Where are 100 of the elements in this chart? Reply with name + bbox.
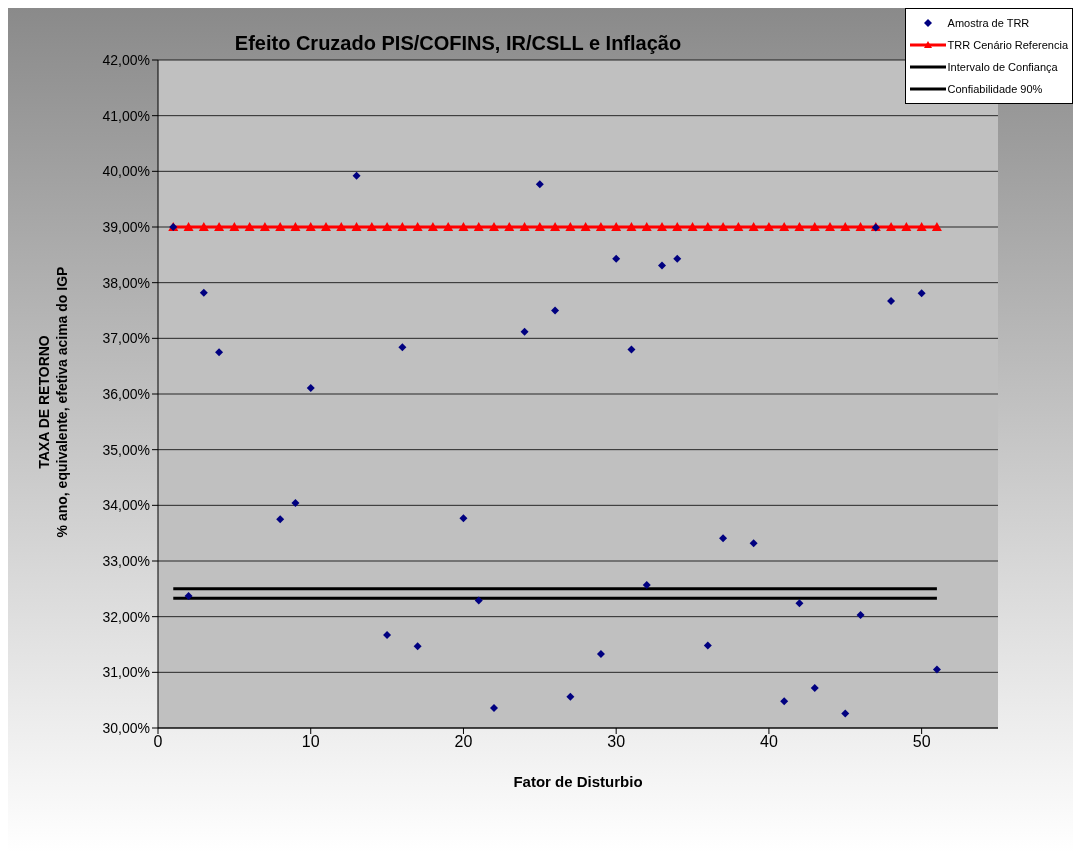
x-tick-label: 20 (454, 733, 473, 751)
point (215, 348, 224, 357)
point (382, 222, 393, 231)
y-tick-label: 31,00% (102, 664, 150, 681)
point (612, 254, 621, 263)
point (198, 222, 209, 231)
point (733, 222, 744, 231)
point (351, 222, 362, 231)
point (779, 222, 790, 231)
point (366, 222, 377, 231)
y-tick-label: 38,00% (102, 274, 150, 291)
point (886, 222, 897, 231)
point (305, 222, 316, 231)
point (673, 254, 682, 263)
y-tick-label: 36,00% (102, 385, 150, 402)
y-tick-label: 32,00% (102, 608, 150, 625)
point (840, 222, 851, 231)
point (490, 703, 498, 712)
point (702, 222, 713, 231)
point (748, 222, 759, 231)
point (183, 222, 194, 231)
y-tick-label: 34,00% (102, 497, 150, 514)
point (519, 222, 530, 231)
legend-label: Amostra de TRR (947, 17, 1030, 29)
chart-title: Efeito Cruzado PIS/COFINS, IR/CSLL e Inflação (234, 32, 682, 54)
point (687, 222, 698, 231)
point (595, 222, 606, 231)
x-tick-label: 10 (301, 733, 320, 751)
point (780, 697, 789, 706)
y-tick-label: 42,00% (102, 51, 150, 68)
legend-label: TRR Cenário Referencia (947, 39, 1068, 51)
point (658, 261, 666, 270)
point (596, 649, 605, 658)
point (474, 596, 483, 605)
point (565, 222, 576, 231)
x-tick-label: 30 (607, 733, 626, 751)
point (534, 222, 545, 231)
y-tick-label: 35,00% (102, 441, 150, 458)
legend-label: Intervalo de Confiança (947, 61, 1058, 73)
point (657, 222, 667, 231)
point (184, 592, 193, 601)
y-tick-label: 40,00% (102, 163, 150, 180)
point (551, 306, 560, 315)
point (642, 580, 651, 589)
point (473, 222, 484, 231)
point (856, 611, 865, 619)
x-axis-title: Fator de Disturbio (513, 773, 643, 790)
x-tick-label: 50 (912, 733, 931, 751)
point (917, 289, 926, 298)
point (719, 534, 728, 543)
point (199, 288, 208, 297)
point (352, 171, 361, 180)
point (520, 327, 529, 336)
point (291, 499, 300, 508)
point (703, 641, 712, 650)
point (290, 222, 301, 231)
y-tick-label: 37,00% (102, 330, 150, 347)
point (276, 515, 285, 524)
y-tick-label: 41,00% (102, 107, 150, 124)
point (306, 383, 315, 392)
point (841, 709, 850, 718)
point (901, 222, 912, 231)
point (336, 222, 347, 231)
point (932, 665, 941, 674)
point (412, 222, 423, 231)
point (259, 222, 270, 231)
point (550, 222, 561, 231)
point (931, 222, 942, 231)
point (535, 180, 544, 189)
point (825, 222, 835, 231)
point (794, 222, 805, 231)
point (383, 631, 392, 640)
point (214, 222, 225, 231)
point (718, 222, 729, 231)
point (916, 222, 927, 231)
y-tick-label: 33,00% (102, 552, 150, 569)
x-tick-label: 40 (760, 733, 778, 751)
x-tick-label: 0 (153, 733, 163, 751)
point (413, 642, 422, 651)
point (749, 539, 758, 548)
point (887, 297, 896, 306)
point (810, 683, 819, 692)
point (397, 222, 408, 231)
point (321, 222, 331, 231)
point (398, 343, 407, 352)
point (427, 222, 438, 231)
point (626, 222, 637, 231)
point (458, 222, 469, 231)
point (244, 222, 255, 231)
point (641, 222, 652, 231)
point (672, 222, 683, 231)
point (489, 222, 499, 231)
point (566, 692, 575, 701)
point (459, 514, 468, 523)
point (275, 222, 286, 231)
point (855, 222, 866, 231)
y-tick-label: 30,00% (102, 719, 150, 736)
legend-label: Confiabilidade 90% (947, 83, 1043, 95)
y-tick-label: 39,00% (102, 218, 150, 235)
point (580, 222, 591, 231)
